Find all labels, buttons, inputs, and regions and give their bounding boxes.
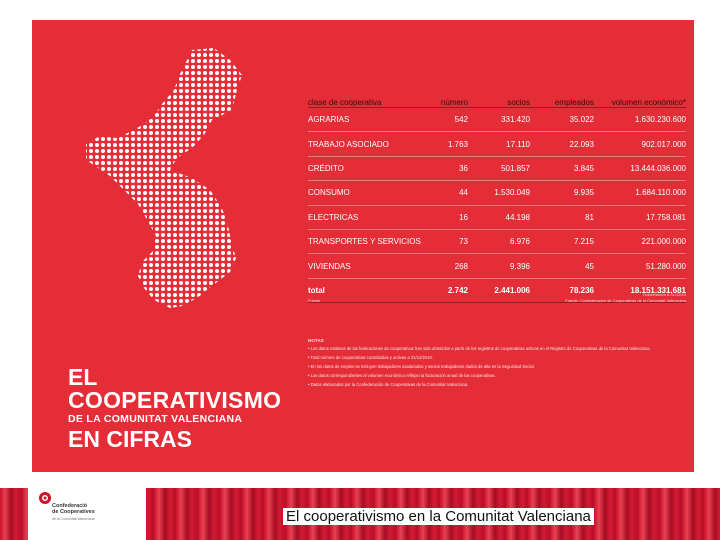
cell: total: [308, 285, 325, 295]
cell: 36: [459, 163, 468, 173]
cell: 501.857: [501, 163, 530, 173]
cell: 1.763: [447, 139, 468, 149]
cell: 13.444.036.000: [630, 163, 686, 173]
note-item: • Total número de cooperativas constitui…: [308, 355, 433, 360]
table-row: CONSUMO 44 1.530.049 9.935 1.684.110.000: [308, 181, 686, 206]
cell: 1.630.230.600: [634, 115, 686, 125]
cell: 16: [459, 212, 468, 222]
table-row: AGRARIAS 542 331.420 35.022 1.630.230.60…: [308, 108, 686, 133]
logo-sub: de la Comunitat Valenciana: [52, 517, 95, 521]
headline-line: EL: [68, 364, 98, 390]
cell: 51.280.000: [645, 261, 686, 271]
cell: CRÉDITO: [308, 163, 344, 173]
cell: TRANSPORTES Y SERVICIOS: [308, 237, 421, 247]
note-item: • Los datos relativos de las federacione…: [308, 346, 651, 351]
notes: NOTAS • Los datos relativos de las feder…: [308, 338, 688, 391]
logo-name: Confederació de Cooperatives: [52, 503, 95, 515]
cell: 35.022: [569, 115, 594, 125]
headline-line: COOPERATIVISMO: [68, 387, 282, 413]
cell: 902.017.000: [641, 139, 687, 149]
table-row: TRABAJO ASOCIADO 1.763 17.110 22.093 902…: [308, 132, 687, 157]
header-cell: socios: [507, 98, 530, 107]
cell: 542: [454, 115, 468, 125]
cell: 45: [585, 261, 594, 271]
cell: 78.236: [569, 285, 594, 295]
note-item: • Datos elaborados por la Confederación …: [308, 382, 469, 387]
headline: EL COOPERATIVISMO DE LA COMUNITAT VALENC…: [68, 364, 282, 453]
cell: AGRARIAS: [308, 115, 350, 125]
footer-bar: Confederació de Cooperatives de la Comun…: [0, 488, 720, 540]
cell: 18.151.331.681: [630, 285, 686, 295]
cell: 2.441.006: [494, 285, 530, 295]
table-row: ELECTRICAS 16 44.198 81 17.758.081: [308, 206, 686, 230]
cell: 17.110: [506, 139, 530, 149]
cell: 7.215: [573, 237, 594, 247]
note-item: • Los datos correspondientes al volumen …: [308, 373, 496, 378]
cell: TRABAJO ASOCIADO: [308, 139, 389, 149]
cell: 22.093: [569, 139, 594, 149]
cell: 73: [459, 237, 468, 247]
cooperative-logo-icon: [39, 492, 51, 504]
header-cell: número: [440, 98, 468, 107]
cell: 1.684.110.000: [635, 188, 686, 198]
headline-line: DE LA COMUNITAT VALENCIANA: [68, 413, 243, 425]
source-date: Gobernación a 31/12/10: [643, 292, 686, 297]
header-cell: empleados: [554, 98, 594, 107]
valencia-map-icon: [86, 48, 242, 308]
cell: 221.000.000: [641, 237, 687, 247]
cell: 268: [454, 261, 468, 271]
cell: 3.845: [573, 163, 594, 173]
header-cell: volumen económico*: [611, 98, 686, 107]
cell: 44: [459, 188, 468, 198]
cell: 1.530.049: [494, 188, 530, 198]
headline-line: EN CIFRAS: [68, 426, 192, 452]
cell: CONSUMO: [308, 188, 350, 198]
cell: 331.420: [501, 115, 530, 125]
table-row: TRANSPORTES Y SERVICIOS 73 6.976 7.215 2…: [308, 230, 687, 255]
table-row: VIVIENDAS 268 9.396 45 51.280.000: [308, 254, 686, 279]
table-row: CRÉDITO 36 501.857 3.845 13.444.036.000: [308, 157, 686, 182]
cell: 44.198: [505, 212, 530, 222]
cell: 9.396: [509, 261, 530, 271]
logo-name-line: de Cooperatives: [52, 509, 95, 515]
footer-title: El cooperativismo en la Comunitat Valenc…: [283, 508, 594, 525]
cell: 6.976: [509, 237, 530, 247]
cell: 2.742: [447, 285, 468, 295]
statistics-table: clase de cooperativa número socios emple…: [308, 85, 687, 304]
cell: 9.935: [573, 188, 594, 198]
logo: Confederació de Cooperatives de la Comun…: [28, 488, 146, 540]
logo-name-line: Confederació: [52, 503, 88, 509]
cell: 81: [585, 212, 594, 222]
table-total-row: total 2.742 2.441.006 78.236 18.151.331.…: [308, 279, 686, 304]
poster: clase de cooperativa número socios emple…: [32, 20, 694, 472]
cell: 17.758.081: [645, 212, 686, 222]
table-header: clase de cooperativa número socios emple…: [308, 85, 686, 108]
header-cell: clase de cooperativa: [308, 98, 382, 107]
notes-title: NOTAS: [308, 338, 324, 343]
source-text: Fuente: Confederación de Cooperativas de…: [565, 298, 686, 303]
cell: ELECTRICAS: [308, 212, 359, 222]
cell: VIVIENDAS: [308, 261, 351, 271]
source-label: Fuente: [308, 298, 321, 303]
note-item: • En los datos de empleo se incluyen tra…: [308, 364, 535, 369]
source-line: Gobernación a 31/12/10 Fuente Fuente: Co…: [308, 292, 686, 306]
